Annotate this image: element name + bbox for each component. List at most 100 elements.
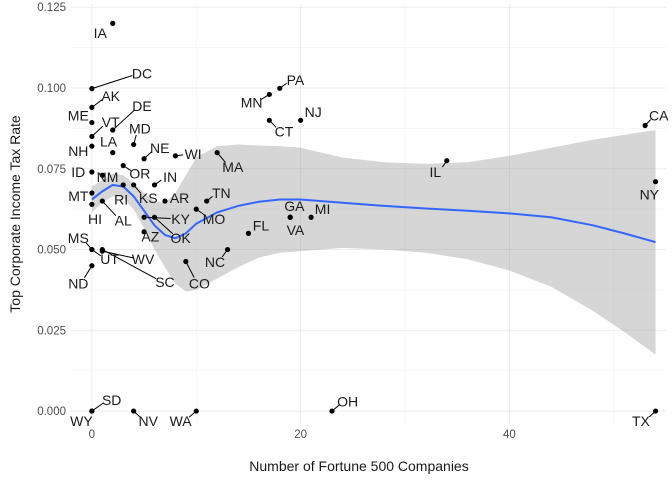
point-ne	[141, 156, 147, 162]
point-label-oh: OH	[337, 393, 358, 409]
grid	[71, 4, 666, 424]
y-tick-label: 0.075	[37, 164, 66, 176]
point-label-layer: IA DC AK ME VT DE MD LA NH NE WI MA ID NM OR IN MT RI KS AR…	[68, 25, 669, 429]
point-ca	[642, 122, 648, 129]
point-oh	[329, 408, 335, 414]
point-mt	[89, 190, 95, 196]
x-axis-title: Number of Fortune 500 Companies	[249, 458, 468, 474]
point-label-ut: UT	[100, 251, 119, 267]
point-label-ak: AK	[101, 88, 120, 104]
x-axis-ticks: 0 20 40	[89, 429, 516, 441]
point-ct	[266, 117, 272, 123]
point-label-wi: WI	[185, 146, 202, 162]
point-label-or: OR	[129, 166, 150, 182]
point-la	[110, 150, 116, 156]
point-id	[89, 169, 95, 175]
point-label-nm: NM	[97, 169, 119, 185]
point-az	[141, 229, 147, 235]
point-in	[151, 182, 158, 188]
y-axis-title: Top Corporate Income Tax Rate	[7, 115, 23, 313]
point-wa	[193, 408, 199, 414]
label-leader-dc	[91, 75, 133, 90]
label-leader-de	[112, 109, 135, 131]
point-label-ma: MA	[222, 159, 244, 175]
point-wi	[172, 153, 178, 159]
point-nm	[99, 172, 105, 178]
point-label-mo: MO	[203, 211, 226, 227]
point-mn	[266, 91, 272, 98]
point-label-wy: WY	[70, 413, 93, 429]
point-label-nj: NJ	[305, 104, 322, 120]
point-tn	[204, 198, 210, 204]
point-ma	[214, 150, 220, 156]
confidence-band	[91, 130, 656, 355]
point-label-vt: VT	[102, 114, 120, 130]
y-tick-label: 0.125	[37, 2, 66, 14]
point-label-nc: NC	[205, 254, 225, 270]
label-leader-co	[185, 261, 195, 278]
point-label-ri: RI	[114, 191, 128, 207]
point-va	[287, 214, 293, 220]
point-label-tx: TX	[632, 413, 651, 429]
point-label-nv: NV	[139, 413, 159, 429]
point-ak	[89, 104, 95, 110]
point-label-ga: GA	[284, 198, 305, 214]
point-label-va: VA	[287, 222, 305, 238]
point-label-il: IL	[429, 164, 441, 180]
point-al	[99, 198, 105, 204]
point-dc	[89, 86, 95, 92]
point-ks	[131, 182, 137, 188]
point-label-fl: FL	[253, 217, 270, 233]
point-label-wv: WV	[132, 251, 155, 267]
point-co	[183, 258, 189, 265]
point-ok	[151, 214, 158, 220]
point-mo	[193, 206, 199, 212]
point-label-me: ME	[68, 107, 89, 123]
point-label-hi: HI	[88, 211, 102, 227]
point-label-ok: OK	[170, 230, 191, 246]
point-ia	[110, 20, 116, 26]
point-de	[110, 127, 116, 133]
point-ut	[89, 246, 95, 253]
point-fl	[245, 230, 252, 236]
point-il	[444, 158, 450, 164]
point-label-dc: DC	[132, 65, 152, 81]
point-label-sc: SC	[155, 274, 174, 290]
point-label-ne: NE	[150, 140, 169, 156]
x-tick-label: 0	[89, 429, 95, 441]
x-tick-label: 40	[503, 429, 516, 441]
label-leader-ky	[144, 216, 171, 220]
point-label-ia: IA	[94, 25, 108, 41]
smooth-line	[91, 183, 656, 244]
point-hi	[89, 201, 95, 207]
point-label-ny: NY	[640, 187, 660, 203]
y-tick-label: 0.050	[37, 245, 66, 257]
point-label-ct: CT	[275, 124, 294, 140]
y-axis-ticks: 0.000 0.025 0.050 0.075 0.100 0.125	[37, 2, 66, 418]
point-ny	[652, 179, 659, 185]
point-label-ms: MS	[68, 230, 89, 246]
smooth-line-layer	[91, 183, 656, 244]
point-label-mt: MT	[68, 188, 89, 204]
label-leader-sc	[102, 249, 157, 280]
point-label-co: CO	[189, 275, 210, 291]
point-nd	[89, 263, 95, 269]
point-label-id: ID	[71, 164, 85, 180]
point-nh	[89, 143, 95, 149]
point-label-sd: SD	[102, 392, 121, 408]
confidence-band-layer	[91, 130, 656, 355]
point-label-nh: NH	[68, 143, 88, 159]
point-nv	[131, 408, 137, 414]
point-or	[120, 162, 126, 169]
point-vt	[89, 133, 95, 140]
point-md	[131, 141, 137, 148]
point-ky	[141, 214, 147, 220]
point-label-in: IN	[163, 169, 177, 185]
point-nc	[224, 246, 231, 253]
point-label-az: AZ	[141, 229, 159, 245]
point-ar	[162, 198, 168, 204]
point-pa	[277, 85, 283, 91]
y-tick-label: 0.100	[37, 83, 66, 95]
y-tick-label: 0.025	[37, 325, 66, 337]
